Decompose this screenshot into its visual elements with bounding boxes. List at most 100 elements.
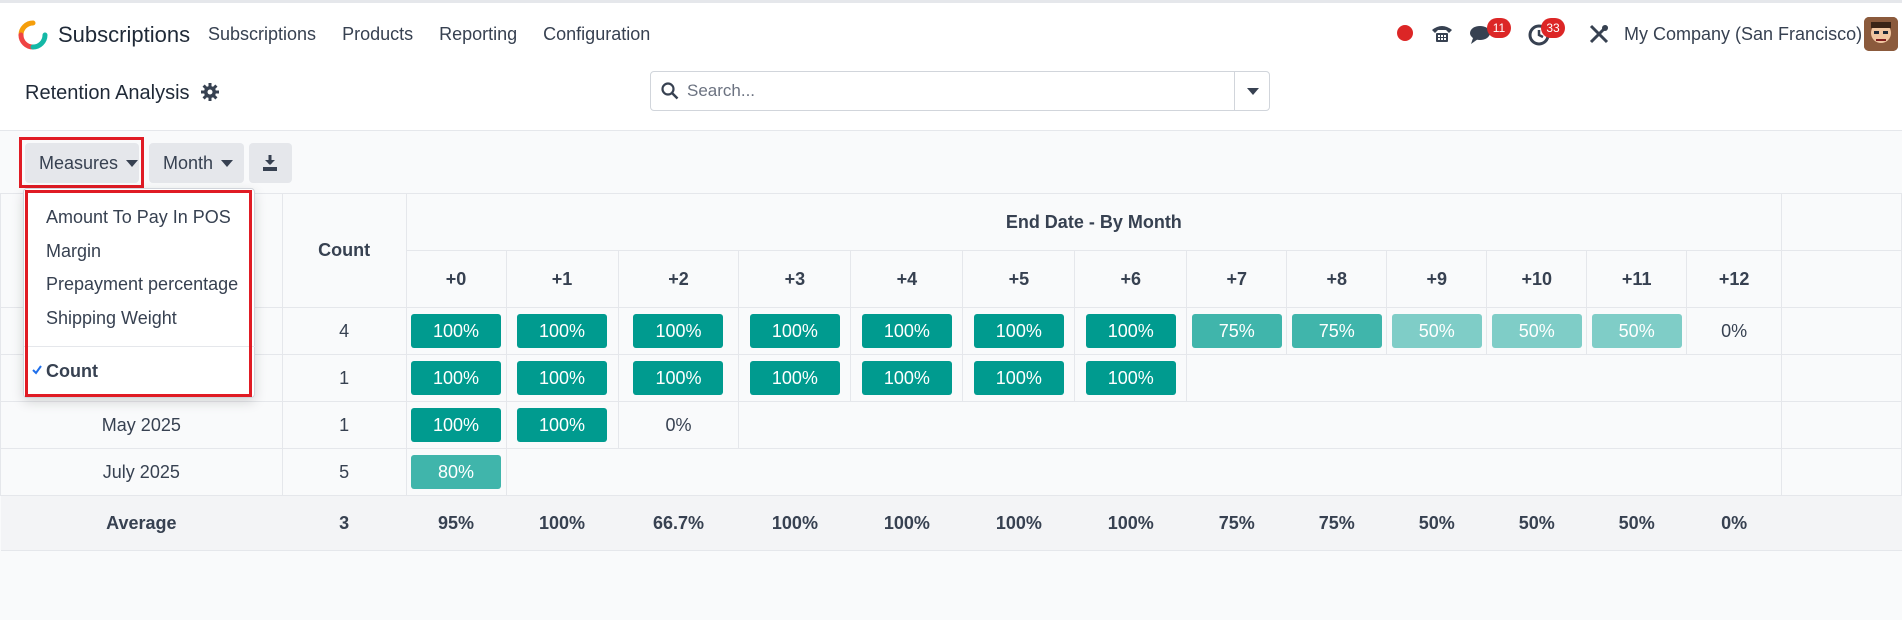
retention-cell bbox=[1486, 448, 1587, 496]
retention-cell: 100% bbox=[405, 307, 507, 355]
retention-value-pill[interactable]: 100% bbox=[861, 361, 952, 395]
retention-cell bbox=[1586, 448, 1687, 496]
retention-value-pill[interactable]: 100% bbox=[973, 314, 1064, 348]
user-face-icon bbox=[1864, 17, 1898, 51]
retention-value-pill[interactable]: 100% bbox=[633, 361, 724, 395]
row-label[interactable]: July 2025 bbox=[0, 448, 283, 496]
retention-cell bbox=[962, 401, 1075, 449]
retention-table-area: Count End Date - By Month +0 +1 +2 +3 +4… bbox=[0, 193, 1902, 553]
retention-cell bbox=[738, 401, 851, 449]
retention-value-pill[interactable]: 100% bbox=[517, 314, 608, 348]
table-row[interactable]: 4 100% 100% 100% 100% 100% 100% 100% 75% 75% 50% 50… bbox=[0, 307, 1902, 355]
tools-icon[interactable] bbox=[1588, 23, 1610, 45]
end-date-group-header: End Date - By Month bbox=[405, 193, 1783, 251]
average-row: Average 3 95% 100% 66.7% 100% 100% 100% 100% 75% 7… bbox=[0, 495, 1902, 551]
measures-button-highlight bbox=[19, 137, 144, 188]
retention-cell: 0% bbox=[617, 401, 740, 449]
measures-button[interactable]: Measures bbox=[25, 143, 139, 183]
retention-value-pill[interactable]: 50% bbox=[1491, 314, 1582, 348]
page-title: Retention Analysis bbox=[25, 82, 190, 104]
download-button[interactable] bbox=[249, 143, 292, 183]
menu-subscriptions[interactable]: Subscriptions bbox=[208, 24, 317, 44]
filler-cell bbox=[1781, 448, 1902, 496]
retention-cell bbox=[1186, 354, 1287, 402]
retention-value-pill[interactable]: 100% bbox=[1085, 314, 1176, 348]
retention-cell bbox=[1286, 401, 1387, 449]
filler-cell bbox=[1781, 354, 1902, 402]
phone-icon[interactable] bbox=[1430, 23, 1454, 45]
retention-cell: 50% bbox=[1386, 307, 1488, 355]
retention-cell: 100% bbox=[1074, 307, 1188, 355]
measure-margin[interactable]: Margin bbox=[46, 241, 102, 261]
gear-icon[interactable] bbox=[201, 83, 219, 101]
period-header: +12 bbox=[1686, 250, 1783, 308]
retention-value-pill[interactable]: 100% bbox=[411, 314, 502, 348]
table-row[interactable]: July 2025 5 80% bbox=[0, 448, 1902, 496]
row-label[interactable]: May 2025 bbox=[0, 401, 283, 449]
interval-label: Month bbox=[163, 152, 214, 173]
checkmark-icon bbox=[32, 365, 42, 375]
measure-count[interactable]: Count bbox=[46, 361, 98, 381]
retention-value-pill[interactable]: 100% bbox=[517, 408, 608, 442]
period-header: +8 bbox=[1286, 250, 1388, 308]
retention-cell: 100% bbox=[505, 307, 619, 355]
subscriptions-logo-icon[interactable] bbox=[18, 20, 48, 50]
average-cell: 75% bbox=[1186, 495, 1287, 551]
recording-indicator-icon[interactable] bbox=[1397, 25, 1413, 41]
retention-cell bbox=[1074, 401, 1187, 449]
measure-amount-to-pay-pos[interactable]: Amount To Pay In POS bbox=[46, 207, 231, 227]
retention-cell: 100% bbox=[962, 307, 1076, 355]
interval-button[interactable]: Month bbox=[149, 143, 244, 183]
retention-cell bbox=[1686, 401, 1782, 449]
user-avatar[interactable] bbox=[1864, 17, 1898, 51]
table-row[interactable]: May 2025 1 100% 100% 0% bbox=[0, 401, 1902, 449]
row-count: 1 bbox=[281, 401, 407, 449]
retention-value-pill[interactable]: 100% bbox=[749, 361, 840, 395]
retention-value-pill[interactable]: 100% bbox=[517, 361, 608, 395]
retention-cell bbox=[1186, 448, 1287, 496]
messages-icon[interactable] bbox=[1469, 24, 1495, 46]
menu-configuration[interactable]: Configuration bbox=[543, 24, 651, 44]
measure-prepayment-percentage[interactable]: Prepayment percentage bbox=[46, 274, 239, 294]
retention-value-pill[interactable]: 100% bbox=[973, 361, 1064, 395]
measures-label: Measures bbox=[39, 152, 119, 173]
company-switcher[interactable]: My Company (San Francisco) bbox=[1624, 24, 1863, 44]
retention-cell bbox=[1386, 354, 1487, 402]
average-cell: 75% bbox=[1286, 495, 1387, 551]
retention-value-pill[interactable]: 50% bbox=[1391, 314, 1482, 348]
period-header: +6 bbox=[1074, 250, 1188, 308]
retention-cell: 100% bbox=[505, 401, 619, 449]
retention-cell: 0% bbox=[1686, 307, 1783, 355]
retention-cell: 50% bbox=[1586, 307, 1688, 355]
period-header: +7 bbox=[1186, 250, 1288, 308]
measures-dropdown: Amount To Pay In POS Margin Prepayment p… bbox=[23, 188, 256, 398]
search-options-toggle[interactable] bbox=[1235, 72, 1270, 110]
retention-value-pill[interactable]: 50% bbox=[1591, 314, 1682, 348]
retention-value-pill[interactable]: 100% bbox=[633, 314, 724, 348]
menu-products[interactable]: Products bbox=[342, 24, 414, 44]
retention-value-pill[interactable]: 100% bbox=[1085, 361, 1176, 395]
period-header: +0 bbox=[405, 250, 507, 308]
retention-cell: 100% bbox=[850, 354, 964, 402]
retention-cell bbox=[618, 448, 739, 496]
retention-value-pill[interactable]: 100% bbox=[861, 314, 952, 348]
retention-cell: 100% bbox=[1074, 354, 1188, 402]
app-name[interactable]: Subscriptions bbox=[58, 22, 191, 47]
retention-value-pill[interactable]: 100% bbox=[411, 361, 502, 395]
table-row[interactable]: 1 100% 100% 100% 100% 100% 100% 100% bbox=[0, 354, 1902, 402]
menu-reporting[interactable]: Reporting bbox=[439, 24, 518, 44]
dropdown-divider bbox=[24, 346, 256, 347]
retention-value-pill[interactable]: 75% bbox=[1191, 314, 1282, 348]
retention-value-pill[interactable]: 100% bbox=[411, 408, 502, 442]
measure-shipping-weight[interactable]: Shipping Weight bbox=[46, 308, 177, 328]
caret-down-icon bbox=[126, 159, 139, 167]
search-input[interactable] bbox=[687, 72, 1227, 110]
average-cell: 100% bbox=[506, 495, 618, 551]
retention-cell: 75% bbox=[1286, 307, 1388, 355]
download-icon bbox=[263, 155, 277, 171]
retention-cell bbox=[1386, 448, 1487, 496]
retention-value-pill[interactable]: 80% bbox=[411, 455, 502, 489]
retention-value-pill[interactable]: 75% bbox=[1291, 314, 1382, 348]
retention-value-pill[interactable]: 100% bbox=[749, 314, 840, 348]
period-header: +10 bbox=[1486, 250, 1588, 308]
